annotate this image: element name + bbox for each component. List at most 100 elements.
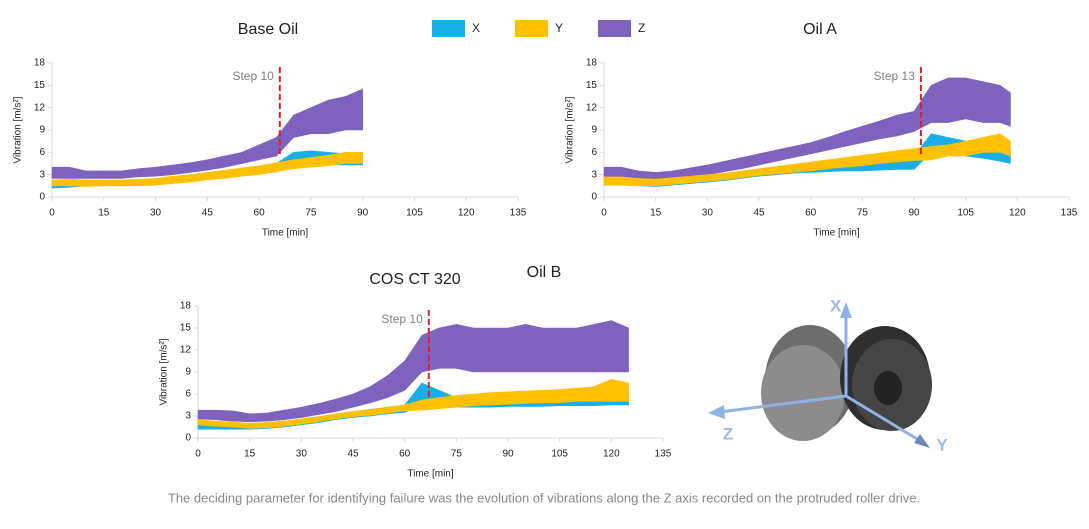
step-label: Step 13 xyxy=(874,69,916,83)
band-segment xyxy=(879,114,898,140)
band-segment xyxy=(724,157,743,173)
band-segment xyxy=(438,323,457,369)
roller-hub xyxy=(874,371,902,405)
x-tick-label: 45 xyxy=(753,208,765,219)
band-segment xyxy=(913,84,932,132)
band-segment xyxy=(438,395,457,409)
y-tick-label: 9 xyxy=(185,367,191,378)
band-segment xyxy=(327,96,346,135)
y-tick-label: 0 xyxy=(185,433,191,444)
band-segment xyxy=(103,179,122,187)
band-segment xyxy=(879,150,898,164)
band-segment xyxy=(775,146,794,162)
band-segment xyxy=(827,131,846,151)
y-tick-label: 12 xyxy=(180,345,192,356)
band-segment xyxy=(214,420,233,428)
x-tick-label: 30 xyxy=(702,208,714,219)
band-segment xyxy=(896,148,915,163)
x-tick-label: 120 xyxy=(603,449,620,460)
band-segment xyxy=(86,170,105,179)
x-tick-label: 15 xyxy=(244,449,256,460)
roller-face xyxy=(761,345,845,441)
band-segment xyxy=(982,133,1001,153)
band-segment xyxy=(249,412,268,423)
band-segment xyxy=(930,77,949,123)
band-segment xyxy=(293,157,312,170)
band-segment xyxy=(310,154,329,168)
y-tick-label: 15 xyxy=(180,323,192,334)
band-segment xyxy=(197,409,216,420)
x-tick-label: 135 xyxy=(510,208,527,219)
band-segment xyxy=(844,154,863,168)
y-tick-label: 15 xyxy=(34,80,46,91)
axis-arrow xyxy=(719,394,847,414)
band-segment xyxy=(120,168,139,179)
x-tick-label: 105 xyxy=(406,208,423,219)
band-segment xyxy=(707,160,725,176)
band-segment xyxy=(456,323,474,373)
x-tick-label: 75 xyxy=(857,208,869,219)
arrow-head xyxy=(840,302,852,318)
y-axis-label: Vibration [m/s²] xyxy=(159,338,170,405)
band-segment xyxy=(241,144,260,164)
band-segment xyxy=(207,155,225,171)
axis-arrow xyxy=(845,394,923,444)
band-segment xyxy=(611,378,629,402)
band-segment xyxy=(603,166,622,178)
x-tick-label: 60 xyxy=(805,208,817,219)
band-segment xyxy=(172,162,191,176)
arrow-head xyxy=(708,405,725,419)
y-tick-label: 6 xyxy=(591,147,597,158)
y-tick-label: 3 xyxy=(185,411,191,422)
band-segment xyxy=(421,327,440,373)
y-tick-label: 15 xyxy=(586,80,598,91)
band-segment xyxy=(542,327,560,373)
band-segment xyxy=(318,398,337,415)
x-tick-label: 120 xyxy=(1009,208,1026,219)
axis-label: Z xyxy=(723,424,733,443)
x-axis-label: Time [min] xyxy=(813,228,860,239)
y-tick-label: 9 xyxy=(591,125,597,136)
band-segment xyxy=(197,419,216,427)
band-segment xyxy=(593,378,612,402)
legend-swatch xyxy=(432,20,465,37)
band-segment xyxy=(345,152,363,164)
band-segment xyxy=(232,421,250,429)
band-segment xyxy=(999,133,1011,157)
band-segment xyxy=(827,157,846,170)
band-segment xyxy=(810,137,829,155)
x-axis-label: Time [min] xyxy=(262,228,309,239)
band-segment xyxy=(507,323,526,373)
band-segment xyxy=(638,178,656,187)
chart: Base Oil 0 3 6 9 12 15 18 0 15 30 45 60 75 90 105 120 135… xyxy=(13,21,527,238)
y-tick-label: 6 xyxy=(39,147,45,158)
x-tick-label: 75 xyxy=(451,449,463,460)
roller-diagram: X Y Z xyxy=(708,296,948,454)
y-tick-label: 18 xyxy=(180,301,192,312)
band-segment xyxy=(214,409,233,422)
band-segment xyxy=(232,410,250,423)
band-segment xyxy=(490,391,509,406)
band-segment xyxy=(456,393,474,408)
band-segment xyxy=(352,409,371,418)
band-segment xyxy=(982,81,1001,123)
band-segment xyxy=(655,177,674,187)
band-segment xyxy=(611,320,629,373)
band-segment xyxy=(603,176,622,186)
y-axis-label: Vibration [m/s²] xyxy=(565,96,576,163)
y-tick-label: 0 xyxy=(591,192,597,203)
band-segment xyxy=(137,178,156,187)
band-segment xyxy=(593,320,612,373)
band-segment xyxy=(421,397,440,411)
y-axis-label: Vibration [m/s²] xyxy=(13,96,24,163)
x-tick-label: 135 xyxy=(1061,208,1078,219)
y-tick-label: 12 xyxy=(34,102,46,113)
band-segment xyxy=(266,420,285,429)
band-segment xyxy=(301,403,319,418)
y-tick-label: 3 xyxy=(39,169,45,180)
x-tick-label: 90 xyxy=(357,208,369,219)
legend: X Y Z xyxy=(432,20,645,37)
x-tick-label: 135 xyxy=(655,449,672,460)
band-segment xyxy=(68,178,87,187)
